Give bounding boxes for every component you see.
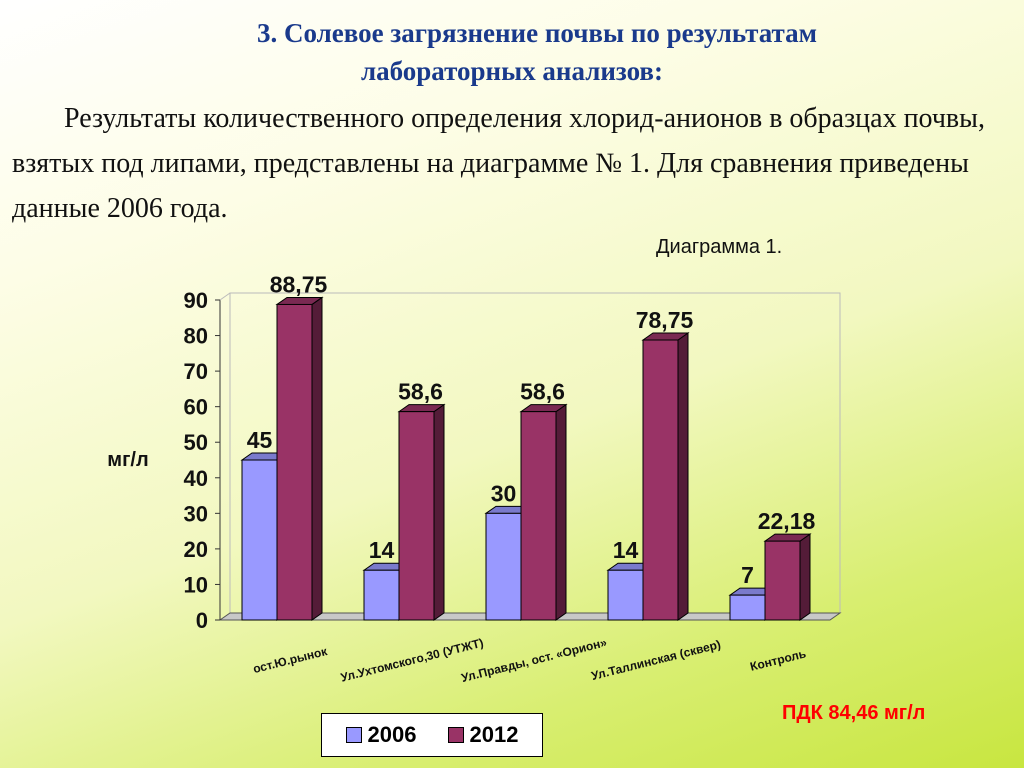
bar-2012-side bbox=[799, 533, 811, 621]
bar-2012 bbox=[642, 339, 679, 621]
data-label-2006: 30 bbox=[491, 480, 517, 506]
bar-2006 bbox=[241, 459, 278, 621]
legend-swatch-2012 bbox=[447, 727, 464, 743]
y-tick-label: 60 bbox=[184, 395, 208, 420]
y-axis-depth-line bbox=[219, 292, 231, 301]
y-tick-label: 30 bbox=[184, 501, 208, 526]
chart-legend: 2006 2012 bbox=[321, 713, 543, 757]
intro-paragraph: Результаты количественного определения х… bbox=[12, 103, 985, 224]
y-tick-label: 0 bbox=[196, 608, 208, 633]
data-label-2012: 88,75 bbox=[270, 271, 328, 297]
heading-line-2: лабораторных анализов: bbox=[360, 56, 663, 86]
bar-2012 bbox=[764, 540, 801, 621]
slide-heading: 3. Солевое загрязнение почвы по результа… bbox=[0, 14, 1024, 90]
data-label-2012: 78,75 bbox=[636, 307, 694, 333]
y-tick-label: 80 bbox=[184, 324, 208, 349]
data-label-2012: 58,6 bbox=[520, 379, 565, 405]
legend-label-2012: 2012 bbox=[469, 722, 519, 747]
y-tick-label: 90 bbox=[184, 288, 208, 313]
legend-swatch-2006 bbox=[345, 727, 362, 743]
y-tick-label: 40 bbox=[184, 466, 208, 491]
diagram-caption: Диаграмма 1. bbox=[656, 236, 783, 258]
data-label-2012: 58,6 bbox=[398, 379, 443, 405]
bar-2012 bbox=[398, 411, 435, 621]
y-tick-label: 50 bbox=[184, 430, 208, 455]
bar-2006 bbox=[485, 512, 522, 621]
x-category-label: Контроль bbox=[749, 646, 808, 673]
data-label-2006: 14 bbox=[369, 537, 395, 563]
y-tick-label: 10 bbox=[184, 572, 208, 597]
data-label-2012: 22,18 bbox=[758, 508, 816, 534]
x-category-label: Ул.Таллинская (сквер) bbox=[590, 637, 722, 683]
y-tick-label: 20 bbox=[184, 537, 208, 562]
data-label-2006: 14 bbox=[613, 537, 639, 563]
pdk-note: ПДК 84,46 мг/л bbox=[782, 702, 926, 724]
bar-2006 bbox=[729, 594, 766, 621]
legend-item-2006: 2006 bbox=[345, 722, 417, 748]
legend-label-2006: 2006 bbox=[367, 722, 417, 747]
data-label-2006: 7 bbox=[741, 562, 754, 588]
heading-line-1: 3. Солевое загрязнение почвы по результа… bbox=[256, 18, 818, 48]
legend-item-2012: 2012 bbox=[447, 722, 519, 748]
bar-2012-side bbox=[555, 403, 567, 621]
data-label-2006: 45 bbox=[247, 427, 273, 453]
bar-2012 bbox=[276, 303, 313, 621]
bar-2012-side bbox=[677, 332, 689, 621]
bar-2012 bbox=[520, 411, 557, 621]
bar-2006 bbox=[363, 569, 400, 621]
bar-2006 bbox=[607, 569, 644, 621]
y-axis-label: мг/л bbox=[107, 449, 148, 471]
bar-2012-side bbox=[433, 403, 445, 621]
x-category-label: ост.Ю.рынок bbox=[252, 644, 330, 676]
y-tick-label: 70 bbox=[184, 359, 208, 384]
bar-2012-side bbox=[311, 296, 323, 621]
